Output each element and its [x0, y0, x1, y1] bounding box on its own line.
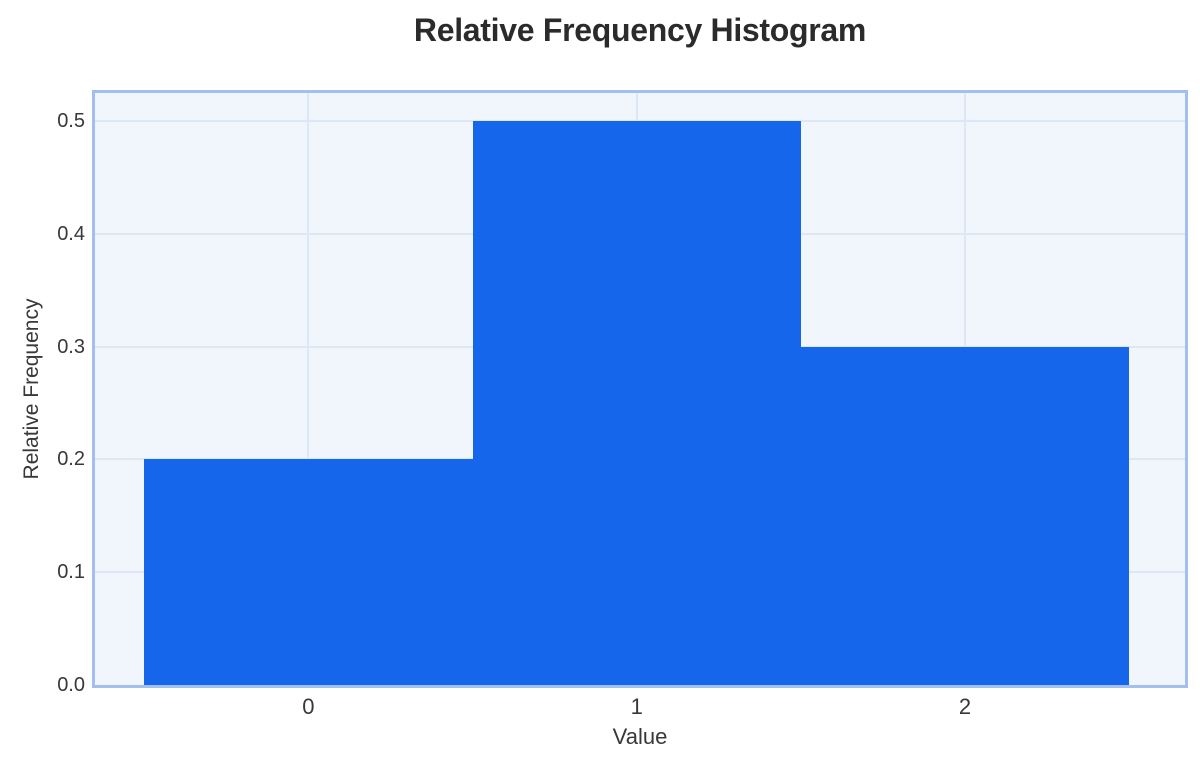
y-tick-label: 0.0 — [57, 674, 85, 696]
y-tick-label: 0.3 — [57, 335, 85, 358]
histogram-bar — [144, 459, 473, 685]
y-tick-label: 0.4 — [57, 222, 85, 245]
chart-title: Relative Frequency Histogram — [413, 12, 867, 48]
y-tick-label: 0.2 — [57, 448, 85, 471]
histogram-bar — [472, 121, 801, 685]
histogram-bar — [800, 346, 1130, 685]
v-gridline — [307, 93, 310, 685]
plot-area — [92, 90, 1188, 688]
y-tick-label: 0.1 — [57, 561, 85, 584]
x-tick-label: 2 — [958, 694, 972, 719]
x-axis-title: Value — [612, 724, 668, 749]
x-tick-label: 1 — [630, 694, 643, 719]
x-tick-label: 0 — [302, 694, 315, 719]
y-tick-label: 0.5 — [57, 110, 85, 133]
